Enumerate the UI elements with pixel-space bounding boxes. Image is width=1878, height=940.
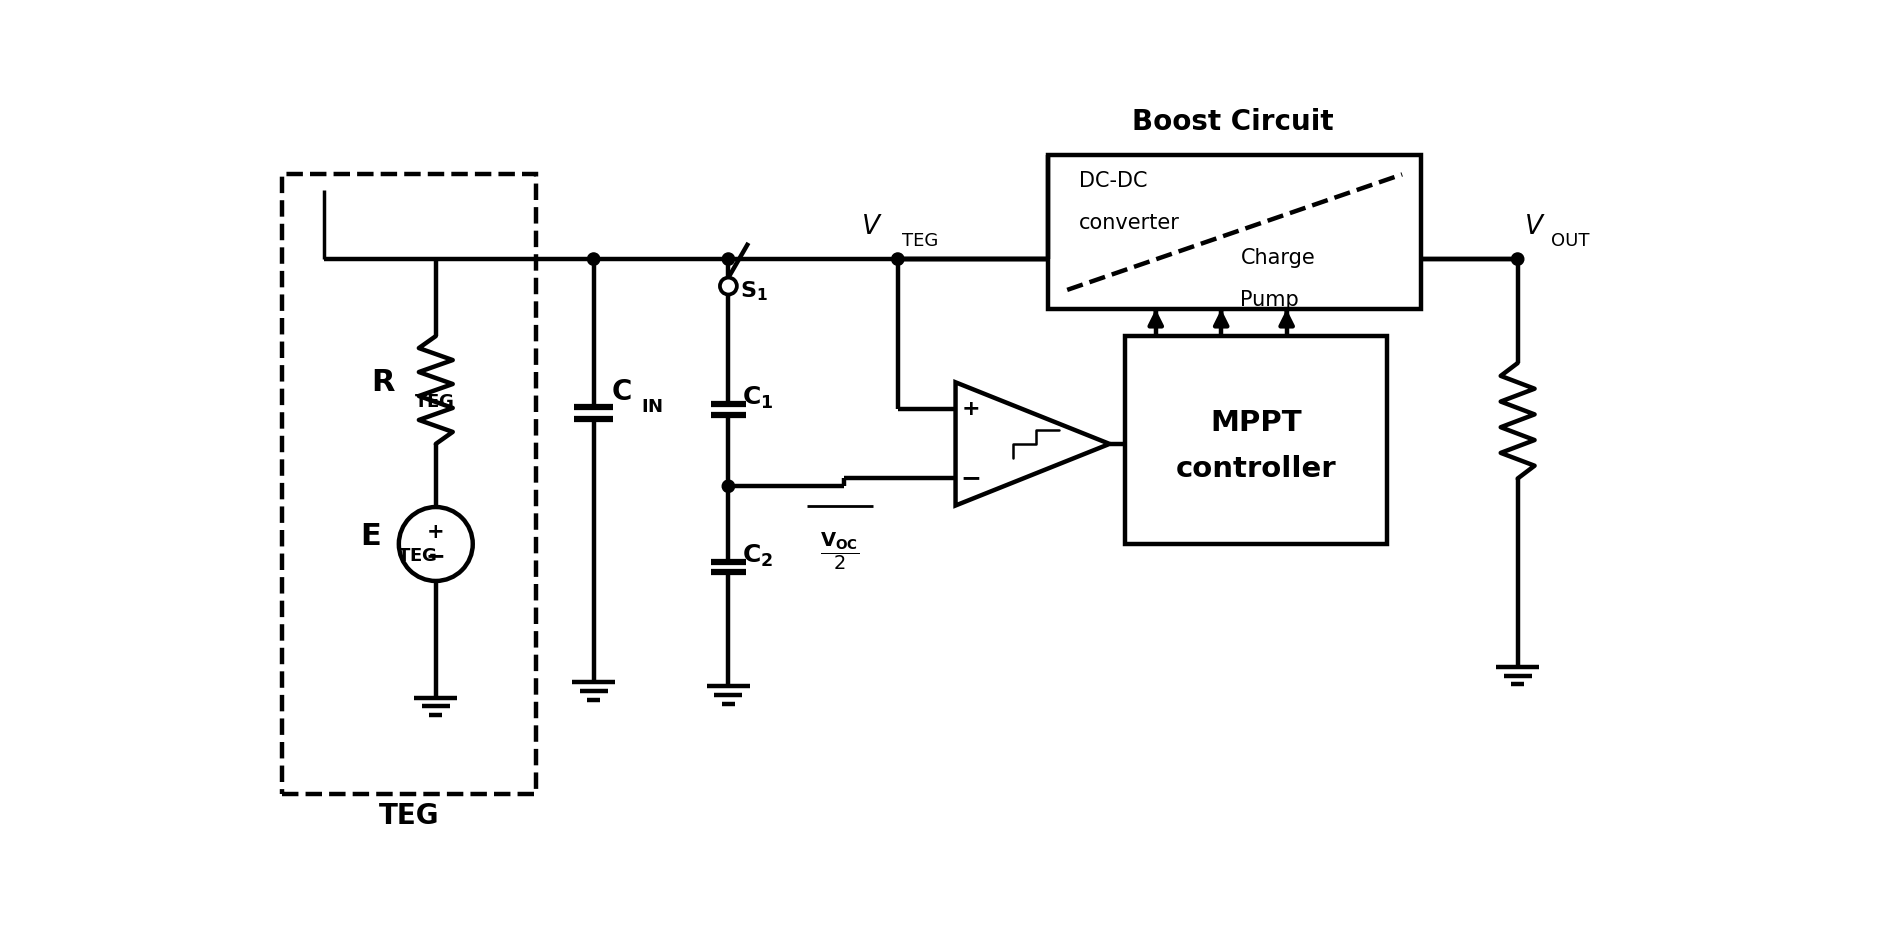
Text: $\mathbf{IN}$: $\mathbf{IN}$	[642, 398, 663, 415]
Text: $\mathbf{E}$: $\mathbf{E}$	[361, 522, 381, 551]
Text: +: +	[426, 523, 445, 542]
Text: Charge: Charge	[1241, 247, 1315, 268]
Text: Pump: Pump	[1241, 290, 1300, 310]
Text: $\mathbf{S_1}$: $\mathbf{S_1}$	[740, 280, 768, 304]
Circle shape	[892, 253, 903, 265]
FancyBboxPatch shape	[1048, 155, 1422, 309]
Circle shape	[723, 480, 734, 493]
Circle shape	[588, 253, 599, 265]
Text: Boost Circuit: Boost Circuit	[1132, 108, 1333, 136]
Text: $\mathbf{C_1}$: $\mathbf{C_1}$	[742, 384, 774, 411]
Text: TEG: TEG	[379, 802, 439, 830]
Text: $\dfrac{\mathbf{V_{OC}}}{2}$: $\dfrac{\mathbf{V_{OC}}}{2}$	[821, 530, 860, 572]
Text: $\mathbf{TEG}$: $\mathbf{TEG}$	[415, 393, 454, 411]
Text: OUT: OUT	[1551, 232, 1589, 250]
Text: TEG: TEG	[901, 232, 937, 250]
Circle shape	[1512, 253, 1523, 265]
Text: $\mathbf{C}$: $\mathbf{C}$	[610, 378, 631, 405]
Circle shape	[723, 253, 734, 265]
FancyBboxPatch shape	[1125, 337, 1386, 544]
Text: controller: controller	[1176, 455, 1335, 483]
Text: −: −	[960, 466, 982, 491]
Text: +: +	[962, 400, 980, 419]
Text: $\mathbf{TEG}$: $\mathbf{TEG}$	[398, 546, 438, 565]
Text: converter: converter	[1078, 212, 1179, 233]
Text: MPPT: MPPT	[1209, 409, 1301, 437]
Text: DC-DC: DC-DC	[1078, 170, 1147, 191]
Text: V: V	[862, 213, 881, 240]
Text: V: V	[1525, 213, 1544, 240]
Text: $\mathbf{C_2}$: $\mathbf{C_2}$	[742, 542, 774, 569]
Text: $\mathbf{R}$: $\mathbf{R}$	[372, 368, 396, 397]
Text: −: −	[426, 544, 445, 568]
